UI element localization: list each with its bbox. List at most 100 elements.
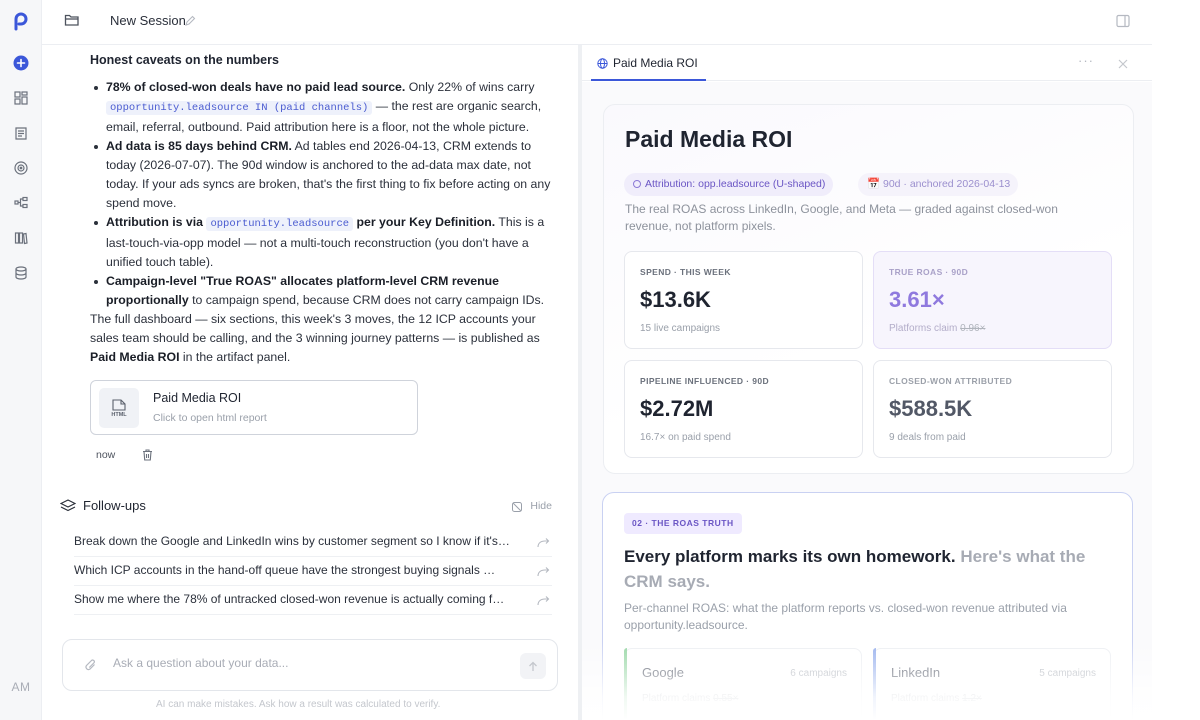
code-snippet: opportunity.leadsource <box>206 217 354 231</box>
channel-campaign-count: 5 campaigns <box>1039 668 1096 679</box>
session-title[interactable]: New Session <box>110 13 186 28</box>
followup-item[interactable]: Break down the Google and LinkedIn wins … <box>74 528 552 557</box>
kpi-label: TRUE ROAS · 90D <box>889 267 969 277</box>
target-icon[interactable] <box>11 158 31 178</box>
caveat-title: Attribution is via <box>106 215 207 229</box>
caveat-item: 78% of closed-won deals have no paid lea… <box>90 78 556 137</box>
caveat-item: Campaign-level "True ROAS" allocates pla… <box>90 272 556 310</box>
window-edge <box>1152 0 1200 720</box>
pane-splitter[interactable] <box>578 45 582 720</box>
closing-tail: in the artifact panel. <box>179 350 291 364</box>
report-viewport[interactable]: Paid Media ROI Attribution: opp.leadsour… <box>582 82 1152 720</box>
claim-text: Platform claims <box>891 693 963 704</box>
chat-pane: Honest caveats on the numbers 78% of clo… <box>42 45 578 720</box>
caveat-text: Ad tables end 2026-04-13, CRM extends to… <box>106 139 551 210</box>
ask-input[interactable] <box>113 656 493 670</box>
caveat-text: to campaign spend, because CRM does not … <box>188 293 545 307</box>
left-rail: AM <box>0 0 42 720</box>
section-headline: Every platform marks its own homework. H… <box>624 544 1124 594</box>
claim-strike: 1.2× <box>962 693 982 704</box>
dashboard-icon[interactable] <box>11 88 31 108</box>
kpi-card-true-roas: TRUE ROAS · 90D 3.61× Platforms claim 0.… <box>873 251 1112 349</box>
attribution-pill-text: Attribution: opp.leadsource (U-shaped) <box>645 178 826 190</box>
globe-icon <box>597 58 608 69</box>
kpi-card-spend: SPEND · THIS WEEK $13.6K 15 live campaig… <box>624 251 863 349</box>
claim-text: Platform claims <box>642 693 714 704</box>
close-icon[interactable] <box>1118 56 1130 69</box>
kpi-card-closed-won: CLOSED-WON ATTRIBUTED $588.5K 9 deals fr… <box>873 360 1112 458</box>
reports-icon[interactable] <box>11 123 31 143</box>
kpi-note-text: Platforms claim <box>889 323 961 334</box>
attribution-pill: Attribution: opp.leadsource (U-shaped) <box>624 173 834 196</box>
followup-item[interactable]: Which ICP accounts in the hand-off queue… <box>74 557 552 586</box>
share-arrow-icon <box>537 535 550 548</box>
followup-text: Which ICP accounts in the hand-off queue… <box>74 563 496 577</box>
caveat-text: Only 22% of wins carry <box>405 80 535 94</box>
workflow-icon[interactable] <box>11 193 31 213</box>
followup-text: Break down the Google and LinkedIn wins … <box>74 534 510 548</box>
channel-card-linkedin: LinkedIn 5 campaigns Platform claims 1.2… <box>873 648 1111 720</box>
more-options-icon[interactable]: ··· <box>1078 53 1094 68</box>
share-arrow-icon <box>537 593 550 606</box>
send-button[interactable] <box>520 653 546 679</box>
artifact-card[interactable]: HTML Paid Media ROI Click to open html r… <box>90 380 418 435</box>
library-icon[interactable] <box>11 228 31 248</box>
paperclip-icon[interactable] <box>85 658 99 672</box>
artifact-reference: Paid Media ROI <box>90 350 180 364</box>
caveat-title: 78% of closed-won deals have no paid lea… <box>106 80 406 94</box>
claim-strike: 0.55× <box>713 693 739 704</box>
caveat-title: Ad data is 85 days behind CRM. <box>106 139 292 153</box>
section-description: Per-channel ROAS: what the platform repo… <box>624 601 1067 632</box>
report-title: Paid Media ROI <box>625 126 793 152</box>
app-logo-icon[interactable] <box>11 11 31 31</box>
channel-platform-claim: Platform claims 0.55× <box>642 693 738 704</box>
report-subtitle: The real ROAS across LinkedIn, Google, a… <box>625 202 1058 233</box>
tab-label: Paid Media ROI <box>613 56 698 70</box>
caveat-text: This is a last-touch-via-opp model — not… <box>106 215 545 269</box>
folder-icon[interactable] <box>64 13 82 31</box>
trash-icon[interactable] <box>142 448 155 461</box>
database-icon[interactable] <box>11 263 31 283</box>
followup-item[interactable]: Show me where the 78% of untracked close… <box>74 586 552 615</box>
panel-toggle-icon[interactable] <box>1116 14 1132 30</box>
kpi-label: PIPELINE INFLUENCED · 90D <box>640 376 770 386</box>
channel-name: Google <box>642 665 684 680</box>
caveat-title: Campaign-level "True ROAS" allocates pla… <box>106 274 499 307</box>
artifact-subtitle: Click to open html report <box>153 412 267 424</box>
new-session-icon[interactable] <box>11 53 31 73</box>
layers-icon <box>60 499 76 512</box>
kpi-label: SPEND · THIS WEEK <box>640 267 731 277</box>
tab-paid-media-roi[interactable]: Paid Media ROI <box>591 49 706 81</box>
caveats-heading: Honest caveats on the numbers <box>90 53 279 67</box>
kpi-note-strike: 0.96× <box>960 323 986 334</box>
ai-disclaimer: AI can make mistakes. Ask how a result w… <box>156 699 441 710</box>
closing-text: The full dashboard — six sections, this … <box>90 312 540 345</box>
eye-off-icon[interactable] <box>511 500 523 512</box>
hide-followups-button[interactable]: Hide <box>530 500 552 512</box>
artifact-tabbar: Paid Media ROI ··· <box>582 45 1152 81</box>
ask-box <box>62 639 558 691</box>
caveat-item: Attribution is via opportunity.leadsourc… <box>90 213 556 272</box>
artifact-panel: Paid Media ROI ··· Paid Media ROI Attrib… <box>582 45 1152 720</box>
share-arrow-icon <box>537 564 550 577</box>
kpi-value: $13.6K <box>640 287 711 312</box>
assistant-message: 78% of closed-won deals have no paid lea… <box>90 78 556 367</box>
channel-platform-claim: Platform claims 1.2× <box>891 693 982 704</box>
kpi-label: CLOSED-WON ATTRIBUTED <box>889 376 1013 386</box>
user-avatar[interactable]: AM <box>11 680 31 694</box>
edit-title-icon[interactable] <box>184 14 198 28</box>
headline-main: Every platform marks its own homework. <box>624 547 956 566</box>
channel-campaign-count: 6 campaigns <box>790 668 847 679</box>
attribution-dot-icon <box>633 180 641 188</box>
message-timestamp: now <box>96 449 116 461</box>
headline-faded: Here's what the CRM says. <box>624 547 1086 591</box>
followups-header: Follow-ups Hide <box>60 497 552 517</box>
roas-truth-section: 02 · THE ROAS TRUTH Every platform marks… <box>602 492 1133 720</box>
file-type-label: HTML <box>111 411 127 418</box>
channel-color-bar <box>624 648 627 720</box>
top-bar: New Session <box>42 0 1152 45</box>
arrow-up-icon <box>529 661 537 671</box>
code-snippet: opportunity.leadsource IN (paid channels… <box>106 101 373 115</box>
followup-text: Show me where the 78% of untracked close… <box>74 592 505 606</box>
date-range-pill: 📅 90d · anchored 2026-04-13 <box>858 173 1019 196</box>
